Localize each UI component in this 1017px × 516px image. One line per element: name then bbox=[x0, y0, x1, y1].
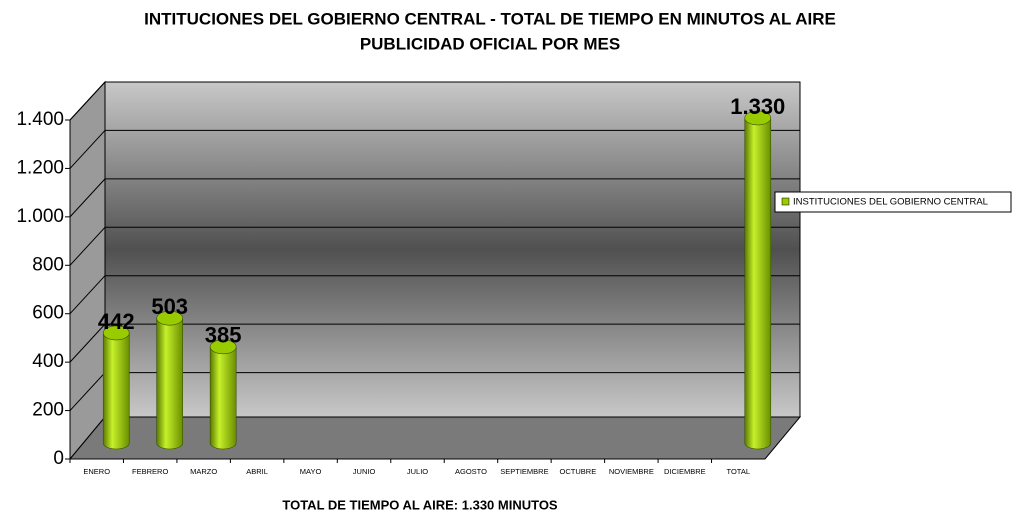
bar-part bbox=[209, 346, 237, 450]
grid-line bbox=[69, 226, 106, 266]
grid-line bbox=[69, 178, 106, 218]
grid-line bbox=[69, 372, 106, 411]
x-tick-label: JUNIO bbox=[353, 467, 376, 476]
data-label: 442 bbox=[98, 309, 135, 334]
bar-part bbox=[209, 339, 237, 355]
y-tick-label: 0 bbox=[53, 448, 64, 469]
bar-part bbox=[156, 317, 183, 450]
x-tick-label: ABRIL bbox=[246, 467, 268, 476]
chart-title: INTITUCIONES DEL GOBIERNO CENTRAL - TOTA… bbox=[144, 9, 836, 28]
legend-label: INSTITUCIONES DEL GOBIERNO CENTRAL bbox=[793, 197, 988, 208]
x-tick-label: JULIO bbox=[407, 467, 428, 476]
x-tick-label: NOVIEMBRE bbox=[609, 467, 654, 476]
side-wall bbox=[69, 80, 106, 461]
grid-line bbox=[69, 130, 106, 169]
y-tick-label: 1.200 bbox=[16, 157, 64, 178]
data-label: 385 bbox=[205, 323, 242, 348]
bar-part bbox=[744, 117, 772, 450]
y-tick-label: 800 bbox=[32, 254, 64, 275]
x-tick-label: MARZO bbox=[190, 467, 217, 476]
grid-line bbox=[69, 81, 106, 121]
x-tick-label: DICIEMBRE bbox=[664, 467, 706, 476]
legend bbox=[774, 191, 1012, 213]
y-tick-label: 600 bbox=[32, 303, 64, 324]
legend-swatch bbox=[781, 197, 790, 206]
grid-line bbox=[69, 275, 106, 315]
x-tick-label: SEPTIEMBRE bbox=[500, 467, 548, 476]
x-tick-label: ENERO bbox=[83, 467, 110, 476]
y-tick-label: 1.000 bbox=[16, 206, 64, 227]
chart-title: PUBLICIDAD OFICIAL POR MES bbox=[360, 34, 620, 53]
bar-part bbox=[102, 325, 130, 341]
bar bbox=[156, 310, 183, 450]
bar bbox=[102, 325, 130, 450]
grid-line bbox=[69, 323, 106, 363]
x-tick-label: FEBRERO bbox=[132, 467, 168, 476]
x-tick-label: OCTUBRE bbox=[560, 467, 597, 476]
y-tick-label: 200 bbox=[32, 400, 64, 421]
y-tick-label: 1.400 bbox=[16, 109, 64, 130]
bar bbox=[209, 339, 237, 450]
data-label: 503 bbox=[151, 294, 188, 319]
x-tick-label: AGOSTO bbox=[455, 467, 487, 476]
x-tick-label: TOTAL bbox=[727, 467, 750, 476]
x-tick-label: MAYO bbox=[300, 467, 322, 476]
y-tick-label: 400 bbox=[32, 351, 64, 372]
data-label: 1.330 bbox=[730, 94, 785, 119]
x-axis-label: TOTAL DE TIEMPO AL AIRE: 1.330 MINUTOS bbox=[282, 497, 558, 512]
bar-part bbox=[744, 110, 772, 126]
back-wall bbox=[104, 81, 801, 418]
bar-part bbox=[102, 332, 130, 450]
bar-part bbox=[156, 310, 183, 326]
bar bbox=[744, 110, 772, 450]
